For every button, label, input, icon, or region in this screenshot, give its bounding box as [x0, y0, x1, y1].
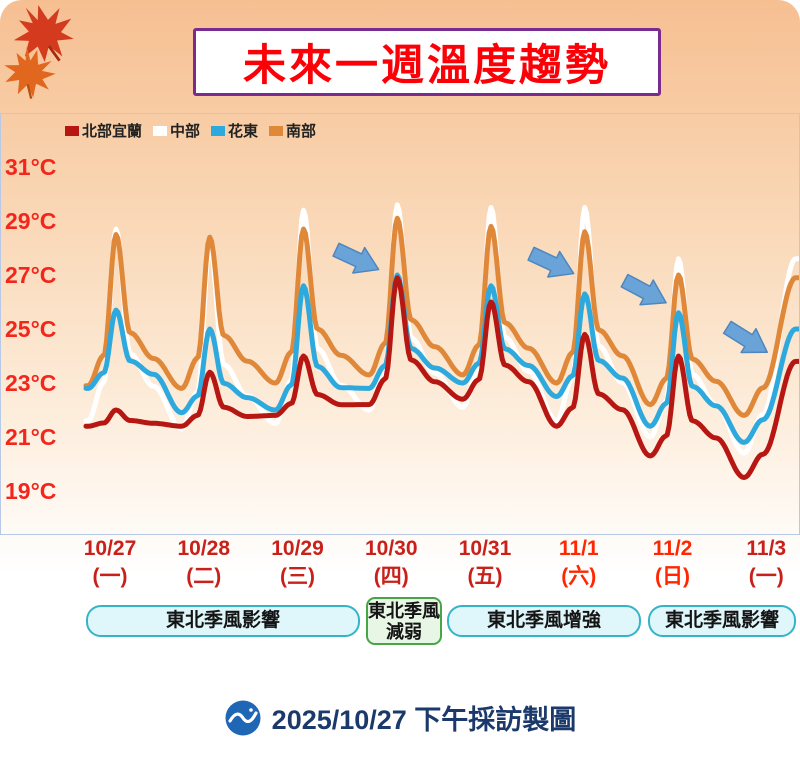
y-tick-label: 23°C: [5, 370, 57, 396]
y-tick-label: 19°C: [5, 478, 57, 504]
series-north-yilan: [83, 275, 799, 480]
monsoon-arrow-icon-2: [527, 246, 575, 278]
date-label-10-29: 10/29 (三): [271, 536, 324, 592]
caption-text: 2025/10/27 下午採訪製圖: [271, 705, 577, 735]
legend-item-central: 中部: [153, 120, 200, 141]
legend-label: 南部: [286, 123, 317, 140]
legend-item-north-yilan: 北部宜蘭: [65, 120, 142, 141]
date-text: 10/30: [364, 537, 418, 560]
cwb-logo-icon: [225, 700, 261, 735]
weekday-text: (六): [561, 565, 597, 588]
monsoon-arrow-icon-1: [332, 242, 380, 274]
series-south: [83, 215, 799, 418]
date-label-11-1: 11/1 (六): [559, 536, 599, 592]
title-box: 未來一週溫度趨勢: [193, 28, 661, 96]
page-title: 未來一週溫度趨勢: [243, 42, 611, 90]
monsoon-arrow-icon-3: [620, 273, 667, 306]
date-label-11-2: 11/2 (日): [653, 536, 693, 592]
y-tick-label: 27°C: [5, 262, 57, 288]
date-label-10-30: 10/30 (四): [365, 536, 418, 592]
weekday-text: (一): [748, 565, 784, 588]
date-label-10-27: 10/27 (一): [84, 536, 137, 592]
y-tick-label: 21°C: [5, 424, 57, 450]
weekday-text: (一): [92, 565, 128, 588]
temperature-chart-svg: [83, 202, 799, 480]
legend-item-east: 花東: [211, 120, 258, 141]
legend-swatch-south: [269, 125, 284, 136]
date-label-11-3: 11/3 (一): [746, 536, 786, 592]
legend-label: 北部宜蘭: [82, 123, 143, 140]
weekday-text: (日): [655, 565, 690, 588]
chart-panel: 北部宜蘭 中部 花東 南部 31°C 29°C 27°C 25°C 23°C 21°C 19°C: [0, 113, 800, 535]
date-text: 10/31: [458, 537, 512, 560]
weekday-text: (二): [186, 565, 222, 588]
series-east: [83, 272, 799, 445]
y-tick-label: 29°C: [5, 208, 57, 234]
chart-legend: 北部宜蘭 中部 花東 南部: [65, 120, 316, 141]
date-text: 10/29: [271, 537, 324, 560]
monsoon-annotations: 東北季風影響 東北季風減弱 東北季風增強 東北季風影響: [0, 597, 800, 649]
y-tick-label: 31°C: [5, 154, 57, 180]
legend-label: 花東: [228, 123, 259, 140]
legend-swatch-east: [211, 125, 226, 136]
legend-item-south: 南部: [269, 120, 316, 141]
date-text: 11/2: [652, 537, 693, 560]
weekday-text: (三): [280, 565, 315, 588]
date-text: 10/28: [177, 537, 231, 560]
x-axis-labels: 10/27 (一) 10/28 (二) 10/29 (三) 10/30 (四) 10/31 (五)…: [0, 536, 800, 598]
legend-swatch-central: [153, 125, 168, 136]
weekday-text: (四): [373, 565, 409, 588]
legend-swatch-north-yilan: [65, 125, 79, 136]
date-label-10-31: 10/31 (五): [459, 536, 512, 592]
caption-row: 2025/10/27 下午採訪製圖: [0, 698, 800, 737]
maple-leaves-icon: [4, 5, 74, 99]
date-text: 10/27: [83, 537, 137, 560]
legend-label: 中部: [170, 123, 201, 140]
date-text: 11/1: [558, 537, 599, 560]
date-label-10-28: 10/28 (二): [177, 536, 230, 592]
monsoon-box-4: 東北季風影響: [648, 605, 796, 637]
monsoon-box-1: 東北季風影響: [86, 605, 360, 637]
date-text: 11/3: [746, 537, 787, 560]
monsoon-box-3: 東北季風增強: [447, 605, 641, 637]
weekday-text: (五): [467, 565, 503, 588]
y-tick-label: 25°C: [5, 316, 57, 342]
monsoon-arrow-icon-4: [722, 320, 768, 354]
monsoon-box-2: 東北季風減弱: [366, 597, 442, 645]
